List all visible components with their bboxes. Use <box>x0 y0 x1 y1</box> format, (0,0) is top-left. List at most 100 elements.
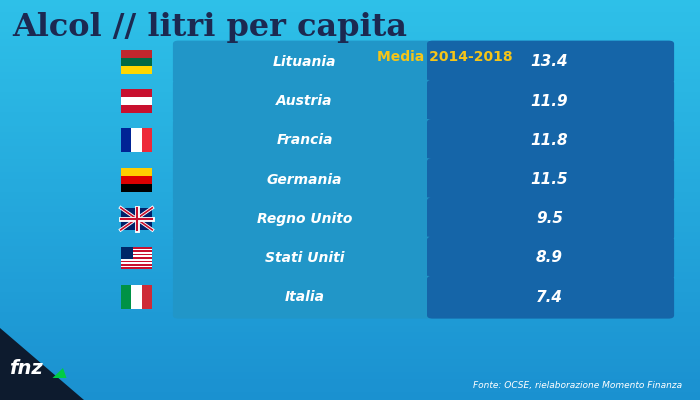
Bar <box>0 60 700 67</box>
FancyBboxPatch shape <box>427 276 674 319</box>
Bar <box>0 247 700 253</box>
Text: Media 2014-2018: Media 2014-2018 <box>377 50 512 64</box>
Bar <box>0 367 700 373</box>
Bar <box>0 200 700 207</box>
FancyBboxPatch shape <box>173 198 433 240</box>
Bar <box>0 193 700 200</box>
Bar <box>0 253 700 260</box>
Bar <box>0 47 700 53</box>
FancyBboxPatch shape <box>132 128 141 152</box>
Bar <box>121 264 153 266</box>
Bar <box>0 207 700 213</box>
Bar <box>0 360 700 367</box>
FancyBboxPatch shape <box>173 276 433 319</box>
FancyBboxPatch shape <box>427 237 674 279</box>
Bar <box>0 267 700 273</box>
FancyBboxPatch shape <box>121 58 153 66</box>
Bar <box>121 250 153 252</box>
Bar <box>121 249 153 250</box>
Bar <box>0 120 700 127</box>
Polygon shape <box>52 368 66 378</box>
FancyBboxPatch shape <box>121 97 153 105</box>
Bar <box>0 340 700 347</box>
Bar <box>0 13 700 20</box>
Bar <box>0 227 700 233</box>
Bar <box>0 80 700 87</box>
FancyBboxPatch shape <box>427 198 674 240</box>
Bar <box>121 247 153 249</box>
Text: 9.5: 9.5 <box>536 211 563 226</box>
FancyBboxPatch shape <box>173 237 433 279</box>
Bar <box>0 240 700 247</box>
Bar <box>0 387 700 393</box>
Polygon shape <box>0 328 84 400</box>
Bar <box>0 160 700 167</box>
Bar <box>121 266 153 267</box>
Bar <box>0 107 700 113</box>
Text: Alcol // litri per capita: Alcol // litri per capita <box>13 12 407 43</box>
Bar <box>0 353 700 360</box>
Text: Stati Uniti: Stati Uniti <box>265 251 344 265</box>
FancyBboxPatch shape <box>121 208 153 230</box>
Bar <box>0 100 700 107</box>
Text: 7.4: 7.4 <box>536 290 563 305</box>
Text: Austria: Austria <box>276 94 332 108</box>
Bar <box>121 260 153 262</box>
Bar <box>121 256 153 257</box>
Bar <box>0 213 700 220</box>
Bar <box>0 27 700 33</box>
Bar <box>0 127 700 133</box>
Bar <box>121 259 153 260</box>
FancyBboxPatch shape <box>121 168 153 176</box>
Bar <box>0 67 700 73</box>
Bar <box>121 257 153 259</box>
FancyBboxPatch shape <box>173 119 433 162</box>
FancyBboxPatch shape <box>121 66 153 74</box>
Bar <box>0 293 700 300</box>
Bar <box>0 273 700 280</box>
Bar <box>0 307 700 313</box>
Bar <box>0 140 700 147</box>
Bar <box>0 180 700 187</box>
FancyBboxPatch shape <box>173 158 433 201</box>
Bar <box>0 113 700 120</box>
FancyBboxPatch shape <box>427 158 674 201</box>
Bar <box>0 220 700 227</box>
Bar <box>0 300 700 307</box>
Bar <box>0 33 700 40</box>
Bar <box>0 280 700 287</box>
Bar <box>121 267 153 269</box>
FancyBboxPatch shape <box>141 285 153 309</box>
Text: 11.8: 11.8 <box>531 133 568 148</box>
Bar <box>0 147 700 153</box>
Bar <box>0 313 700 320</box>
Bar <box>0 93 700 100</box>
Bar <box>0 380 700 387</box>
FancyBboxPatch shape <box>132 285 141 309</box>
Bar <box>0 40 700 47</box>
Bar <box>0 327 700 333</box>
FancyBboxPatch shape <box>121 50 153 58</box>
FancyBboxPatch shape <box>173 80 433 122</box>
Bar <box>121 252 153 254</box>
Text: 11.9: 11.9 <box>531 94 568 109</box>
FancyBboxPatch shape <box>427 80 674 122</box>
Bar <box>0 393 700 400</box>
Bar <box>121 247 133 259</box>
FancyBboxPatch shape <box>121 105 153 113</box>
Bar <box>0 0 700 7</box>
Text: 13.4: 13.4 <box>531 54 568 70</box>
Bar <box>0 167 700 173</box>
Bar <box>0 347 700 353</box>
Text: 8.9: 8.9 <box>536 250 563 266</box>
Bar <box>0 73 700 80</box>
Text: Italia: Italia <box>284 290 325 304</box>
Bar <box>0 287 700 293</box>
FancyBboxPatch shape <box>121 184 153 192</box>
Bar <box>0 373 700 380</box>
Text: Lituania: Lituania <box>273 55 336 69</box>
Bar <box>0 187 700 193</box>
FancyBboxPatch shape <box>121 128 132 152</box>
Bar <box>0 153 700 160</box>
FancyBboxPatch shape <box>427 119 674 162</box>
